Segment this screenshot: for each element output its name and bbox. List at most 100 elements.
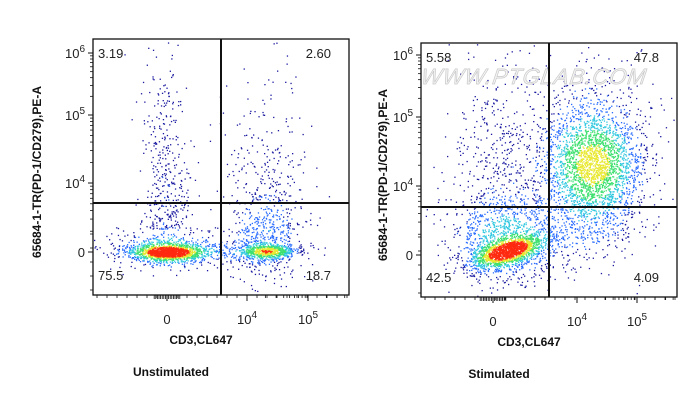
event-dot bbox=[258, 252, 259, 253]
event-dot bbox=[266, 275, 267, 276]
event-dot bbox=[178, 199, 179, 200]
event-dot bbox=[181, 253, 182, 254]
event-dot bbox=[195, 249, 196, 250]
event-dot bbox=[522, 235, 523, 236]
event-dot bbox=[149, 92, 150, 93]
event-dot bbox=[234, 210, 235, 211]
event-dot bbox=[163, 262, 164, 263]
event-dot bbox=[168, 148, 169, 149]
event-dot bbox=[178, 249, 179, 250]
event-dot bbox=[173, 234, 174, 235]
event-dot bbox=[292, 92, 293, 93]
event-dot bbox=[229, 235, 230, 236]
event-dot bbox=[252, 262, 253, 263]
event-dot bbox=[280, 200, 281, 201]
event-dot bbox=[288, 241, 289, 242]
event-dot bbox=[175, 262, 176, 263]
event-dot bbox=[274, 43, 275, 44]
event-dot bbox=[298, 249, 299, 250]
event-dot bbox=[247, 228, 248, 229]
event-dot bbox=[248, 246, 249, 247]
event-dot bbox=[155, 248, 156, 249]
event-dot bbox=[310, 220, 311, 221]
event-dot bbox=[246, 266, 247, 267]
event-dot bbox=[144, 213, 145, 214]
event-dot bbox=[463, 273, 464, 274]
event-dot bbox=[289, 252, 290, 253]
event-dot bbox=[509, 261, 510, 262]
event-dot bbox=[137, 253, 138, 254]
event-dot bbox=[153, 50, 154, 51]
event-dot bbox=[252, 163, 253, 164]
event-dot bbox=[263, 226, 264, 227]
event-dot bbox=[246, 135, 247, 136]
event-dot bbox=[274, 278, 275, 279]
event-dot bbox=[206, 248, 207, 249]
event-dot bbox=[157, 103, 158, 104]
event-dot bbox=[273, 117, 274, 118]
event-dot bbox=[189, 243, 190, 244]
event-dot bbox=[174, 165, 175, 166]
event-dot bbox=[157, 239, 158, 240]
event-dot bbox=[227, 241, 228, 242]
event-dot bbox=[276, 260, 277, 261]
event-dot bbox=[160, 220, 161, 221]
x-tick-label: 104 bbox=[237, 310, 257, 327]
event-dot bbox=[535, 238, 536, 239]
event-dot bbox=[178, 156, 179, 157]
event-dot bbox=[155, 215, 156, 216]
event-dot bbox=[186, 169, 187, 170]
event-dot bbox=[551, 246, 552, 247]
event-dot bbox=[159, 154, 160, 155]
event-dot bbox=[166, 256, 167, 257]
event-dot bbox=[249, 263, 250, 264]
event-dot bbox=[287, 257, 288, 258]
event-dot bbox=[144, 254, 145, 255]
event-dot bbox=[131, 245, 132, 246]
event-dot bbox=[162, 149, 163, 150]
event-dot bbox=[242, 168, 243, 169]
event-dot bbox=[180, 184, 181, 185]
event-dot bbox=[522, 236, 523, 237]
event-dot bbox=[184, 245, 185, 246]
event-dot bbox=[253, 238, 254, 239]
event-dot bbox=[176, 216, 177, 217]
event-dot bbox=[161, 206, 162, 207]
event-dot bbox=[235, 182, 236, 183]
event-dot bbox=[545, 234, 546, 235]
event-dot bbox=[278, 197, 279, 198]
event-dot bbox=[281, 194, 282, 195]
event-dot bbox=[227, 256, 228, 257]
event-dot bbox=[167, 184, 168, 185]
event-dot bbox=[478, 272, 479, 273]
event-dot bbox=[177, 245, 178, 246]
event-dot bbox=[310, 224, 311, 225]
event-dot bbox=[182, 210, 183, 211]
event-dot bbox=[524, 233, 525, 234]
event-dot bbox=[271, 211, 272, 212]
event-dot bbox=[153, 258, 154, 259]
event-dot bbox=[262, 258, 263, 259]
event-dot bbox=[218, 252, 219, 253]
event-dot bbox=[138, 237, 139, 238]
event-dot bbox=[236, 249, 237, 250]
event-dot bbox=[285, 240, 286, 241]
event-dot bbox=[517, 244, 518, 245]
event-dot bbox=[288, 164, 289, 165]
event-dot bbox=[531, 259, 532, 260]
event-dot bbox=[249, 192, 250, 193]
event-dot bbox=[264, 239, 265, 240]
event-dot bbox=[168, 234, 169, 235]
event-dot bbox=[543, 240, 544, 241]
event-dot bbox=[277, 263, 278, 264]
event-dot bbox=[281, 214, 282, 215]
event-dot bbox=[166, 170, 167, 171]
event-dot bbox=[274, 247, 275, 248]
event-dot bbox=[205, 249, 206, 250]
event-dot bbox=[262, 274, 263, 275]
event-dot bbox=[171, 258, 172, 259]
event-dot bbox=[176, 136, 177, 137]
event-dot bbox=[272, 249, 273, 250]
event-dot bbox=[262, 233, 263, 234]
event-dot bbox=[140, 246, 141, 247]
